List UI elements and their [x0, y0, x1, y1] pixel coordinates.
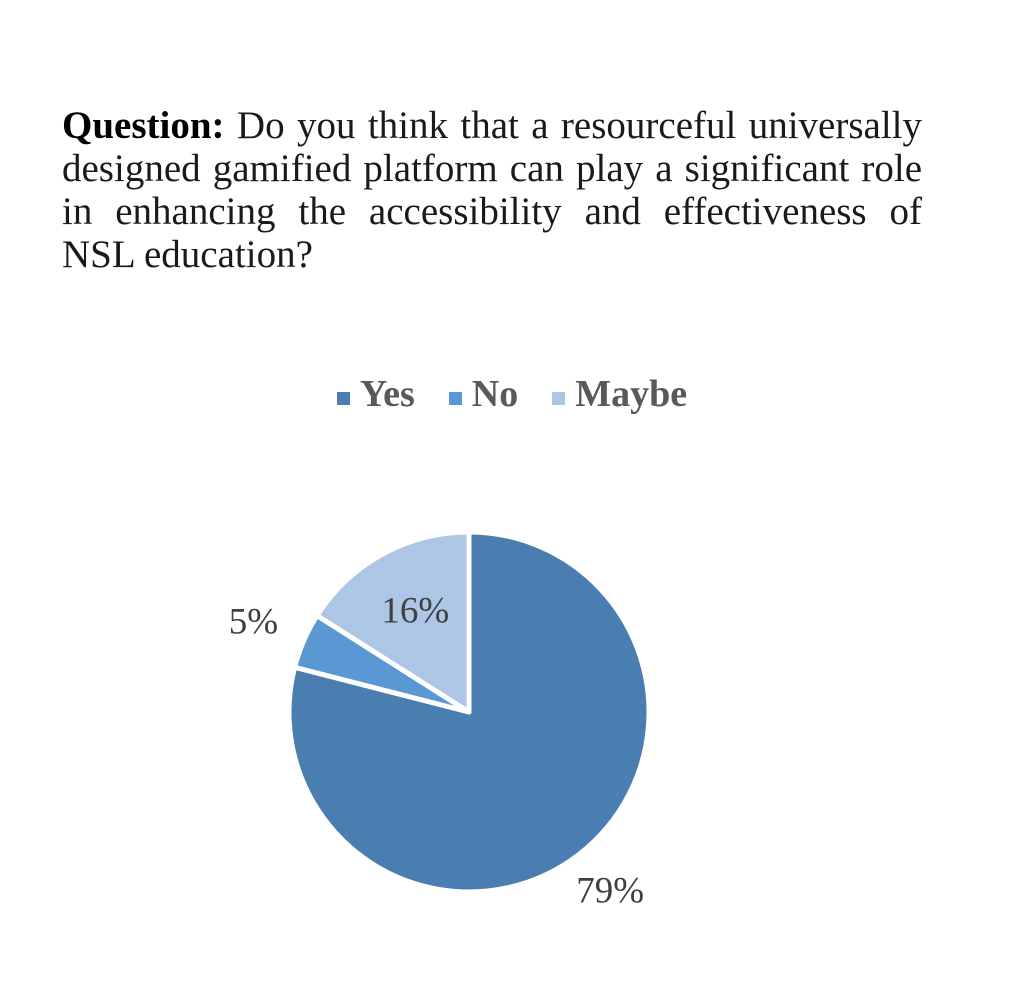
legend-label-no: No: [471, 373, 519, 415]
pie-slice-yes: [286, 529, 652, 895]
pie-slice-maybe: [314, 529, 472, 715]
legend-swatch-yes: [336, 391, 350, 405]
legend-item-no: No: [448, 372, 519, 416]
question-text: Question: Do you think that a resourcefu…: [62, 104, 922, 276]
legend-item-maybe: Maybe: [552, 372, 687, 416]
legend-swatch-no: [448, 391, 462, 405]
legend-swatch-maybe: [552, 391, 566, 405]
question-label: Question:: [62, 104, 225, 147]
legend-label-yes: Yes: [359, 373, 415, 415]
chart-legend: Yes No Maybe: [0, 370, 1024, 418]
data-label-maybe: 16%: [381, 591, 449, 632]
question-body: Do you think that a resourceful universa…: [62, 104, 923, 276]
legend-item-yes: Yes: [336, 372, 415, 416]
data-label-no: 5%: [229, 601, 278, 642]
data-label-yes: 79%: [576, 871, 644, 912]
legend-label-maybe: Maybe: [575, 373, 688, 415]
